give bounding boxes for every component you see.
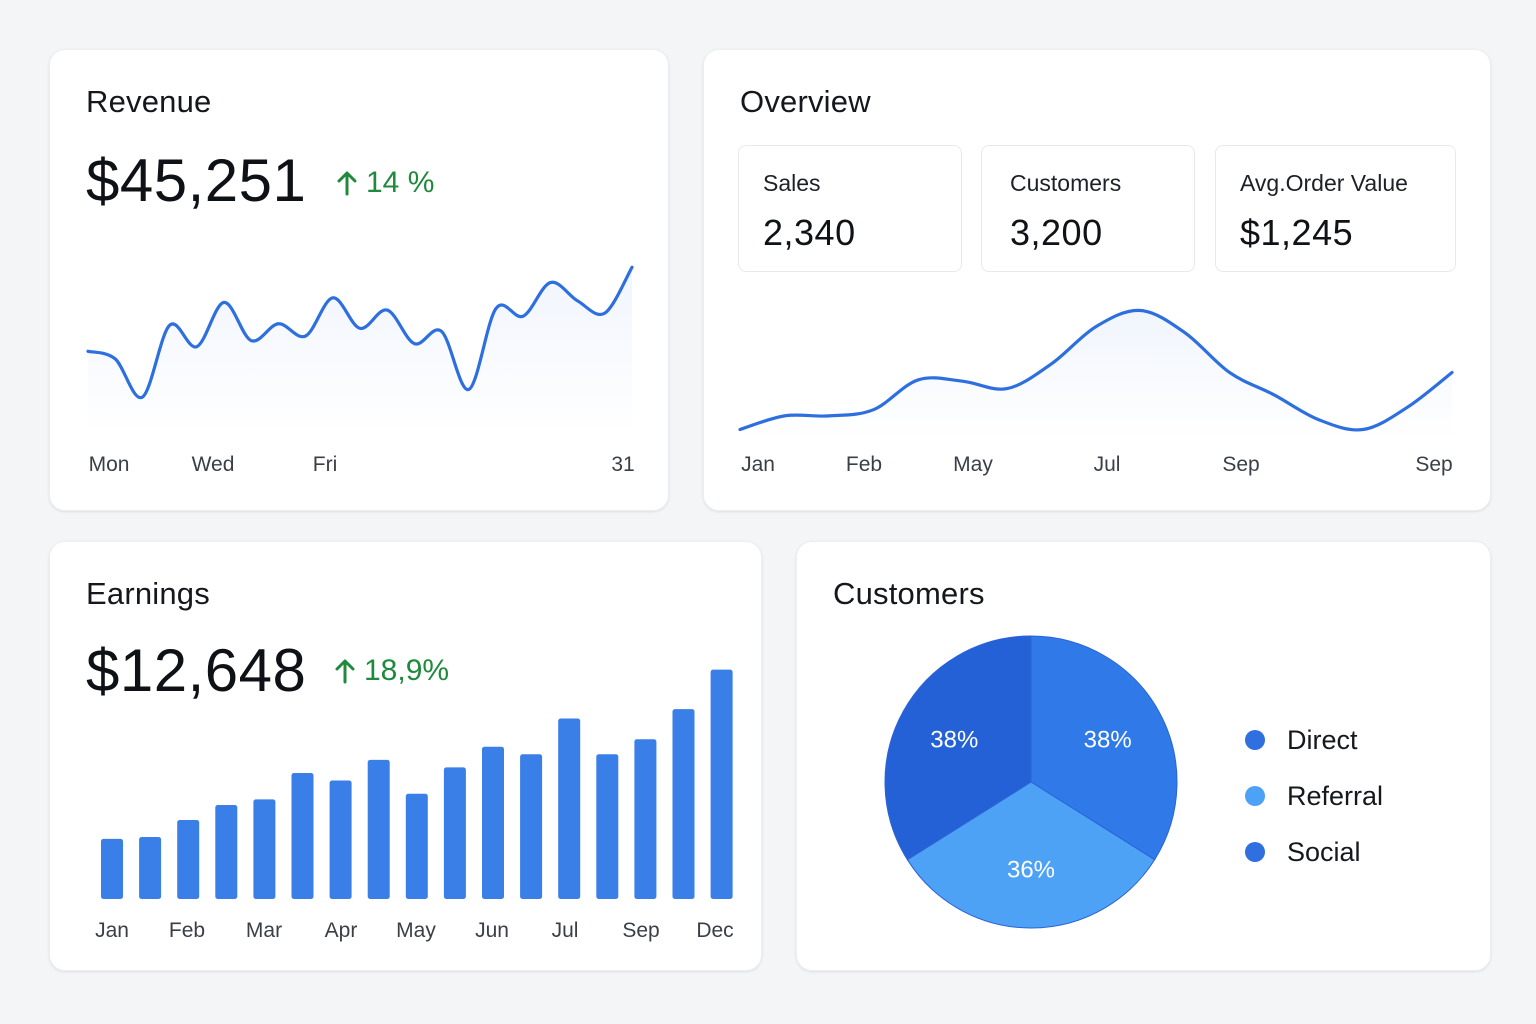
chart-line-series [86,265,634,399]
earnings-x-label: Feb [168,919,206,942]
pie-slice [1030,635,1178,861]
pie-slice [906,781,1156,929]
chart-line-series [738,308,1454,432]
earnings-title: Earnings [86,576,210,611]
stat-value: $1,245 [1240,212,1354,253]
arrow-up-icon [335,659,355,684]
pie-slice-label: 36% [1007,857,1055,884]
legend-label: Direct [1287,724,1358,755]
arrow-up-icon [337,171,357,196]
stat-label: Sales [763,170,821,196]
revenue-x-label: Mon [88,453,130,476]
stat-box-avg-order-value: Avg.Order Value $1,245 [1215,145,1456,272]
pie-slice-label: 38% [930,727,978,754]
pie-slice-label: 38% [1084,727,1132,754]
revenue-card: Revenue $45,251 14 % Mon Wed Fri 31 [49,49,669,511]
earnings-bar [405,793,428,899]
earnings-bar [596,754,619,899]
legend-label: Referral [1287,780,1384,811]
earnings-x-label: Dec [696,919,734,942]
earnings-bar [139,836,162,899]
stat-value: 3,200 [1010,212,1103,253]
earnings-bar [520,754,543,899]
revenue-delta-text: 14 % [366,166,435,199]
customers-card: Customers 38% 36% 38% Direct Referral Soci… [796,541,1491,971]
stat-label: Avg.Order Value [1240,170,1408,196]
overview-line-chart [738,308,1454,438]
earnings-x-label: Mar [245,919,283,942]
earnings-bar [329,780,352,899]
earnings-bar-chart [101,669,733,899]
overview-x-label: Jul [1093,453,1121,476]
revenue-title: Revenue [86,84,212,119]
revenue-delta: 14 % [336,166,434,200]
earnings-bar [101,838,123,899]
overview-x-label: Feb [845,453,883,476]
stat-box-customers: Customers 3,200 [981,145,1195,272]
revenue-line-chart [86,265,634,435]
earnings-value: $12,648 [86,637,307,704]
earnings-bar [672,709,695,899]
earnings-x-label: Sep [622,919,660,942]
legend-dot [1245,730,1265,750]
customers-title: Customers [833,576,985,611]
earnings-delta: 18,9% [334,654,449,688]
earnings-bar [177,820,200,899]
customers-pie-chart: 38% 36% 38% [884,635,1178,929]
revenue-x-label: 31 [611,453,635,476]
earnings-x-label: May [396,919,436,942]
earnings-x-label: Jul [551,919,579,942]
chart-area-fill [88,267,632,435]
overview-title: Overview [740,84,871,119]
revenue-x-label: Fri [312,453,338,476]
earnings-bar [215,805,238,899]
earnings-bar [443,767,466,899]
legend-item-referral: Referral [1245,768,1383,824]
earnings-card: Earnings $12,648 18,9% Jan Feb Mar Apr M… [49,541,762,971]
earnings-bar [558,718,581,899]
earnings-bar [710,669,733,899]
overview-x-label: May [953,453,993,476]
stat-value: 2,340 [763,212,856,253]
earnings-x-label: Jan [95,919,129,942]
pie-slice [884,635,1032,861]
legend-label: Social [1287,836,1361,867]
customers-legend: Direct Referral Social [1245,712,1383,880]
earnings-bar [634,739,657,899]
overview-x-label: Sep [1415,453,1453,476]
earnings-bar [253,799,276,899]
legend-dot [1245,842,1265,862]
stat-box-sales: Sales 2,340 [738,145,962,272]
earnings-x-label: Jun [475,919,509,942]
stat-label: Customers [1010,170,1122,196]
overview-x-label: Jan [741,453,775,476]
revenue-value: $45,251 [86,147,307,214]
legend-dot [1245,786,1265,806]
overview-x-label: Sep [1222,453,1260,476]
legend-item-social: Social [1245,824,1383,880]
legend-item-direct: Direct [1245,712,1383,768]
earnings-bar [291,773,314,899]
earnings-delta-text: 18,9% [364,654,450,687]
chart-area-fill [740,310,1452,438]
revenue-x-label: Wed [191,453,235,476]
earnings-bar [367,759,390,899]
earnings-x-label: Apr [324,919,358,942]
overview-card: Overview Sales 2,340 Customers 3,200 Avg… [703,49,1491,511]
earnings-bar [482,746,504,899]
